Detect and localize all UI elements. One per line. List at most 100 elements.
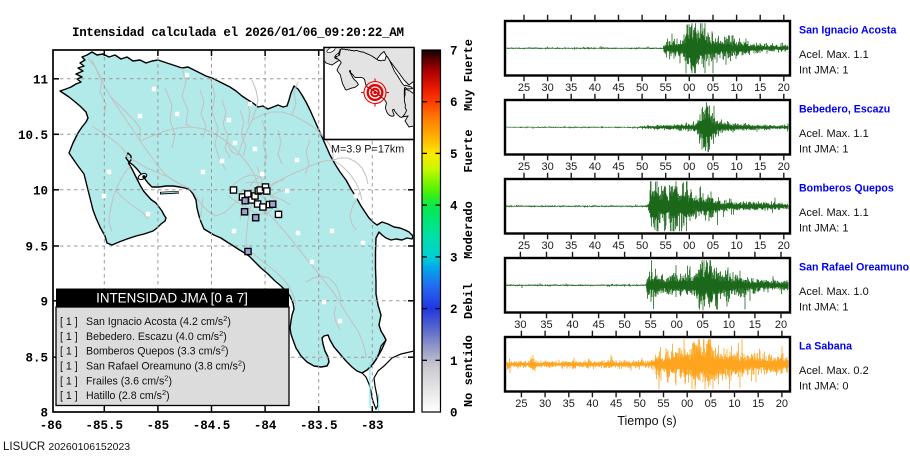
svg-text:5: 5 — [450, 148, 458, 162]
svg-text:San Rafael Oreamuno: San Rafael Oreamuno — [799, 262, 910, 274]
svg-text:55: 55 — [660, 82, 672, 94]
svg-text:No sentido: No sentido — [462, 335, 476, 407]
svg-text:-83: -83 — [361, 419, 384, 433]
svg-text:6: 6 — [450, 96, 458, 110]
svg-text:35: 35 — [563, 398, 575, 410]
svg-text:00: 00 — [671, 319, 683, 331]
svg-text:40: 40 — [586, 398, 598, 410]
svg-text:M=3.9 P=17km: M=3.9 P=17km — [331, 144, 404, 156]
svg-text:-84: -84 — [254, 419, 277, 433]
svg-text:35: 35 — [540, 319, 552, 331]
svg-text:[ 1 ]Bebedero. Escazu (4.0 cm/: [ 1 ] Bebedero. Escazu (4.0 cm/s2) — [60, 329, 227, 343]
svg-text:30: 30 — [539, 398, 551, 410]
svg-text:11: 11 — [33, 73, 48, 87]
svg-text:50: 50 — [636, 161, 648, 173]
svg-text:-85.5: -85.5 — [86, 419, 124, 433]
svg-text:55: 55 — [660, 161, 672, 173]
svg-text:25: 25 — [518, 161, 530, 173]
svg-text:50: 50 — [636, 240, 648, 252]
svg-text:45: 45 — [610, 398, 622, 410]
svg-text:05: 05 — [707, 82, 719, 94]
svg-text:40: 40 — [566, 319, 578, 331]
svg-text:Int JMA: 1: Int JMA: 1 — [799, 302, 849, 314]
svg-text:[ 1 ]San Ignacio Acosta (4.2 c: [ 1 ] San Ignacio Acosta (4.2 cm/s2) — [60, 314, 231, 328]
svg-text:35: 35 — [565, 82, 577, 94]
svg-text:20: 20 — [775, 319, 787, 331]
svg-text:10.5: 10.5 — [18, 129, 48, 143]
svg-text:45: 45 — [592, 319, 604, 331]
svg-text:San Ignacio Acosta: San Ignacio Acosta — [799, 25, 896, 37]
svg-text:8: 8 — [40, 407, 48, 421]
svg-text:INTENSIDAD JMA [0 a 7]: INTENSIDAD JMA [0 a 7] — [96, 291, 248, 306]
svg-text:15: 15 — [754, 161, 766, 173]
svg-text:Int JMA: 1: Int JMA: 1 — [799, 223, 849, 235]
svg-text:50: 50 — [636, 82, 648, 94]
svg-text:Acel. Max. 0.2: Acel. Max. 0.2 — [799, 365, 869, 377]
svg-text:15: 15 — [754, 82, 766, 94]
svg-text:Debil: Debil — [462, 283, 476, 319]
svg-text:Int JMA: 1: Int JMA: 1 — [799, 65, 849, 77]
svg-text:4: 4 — [450, 200, 458, 214]
svg-text:1: 1 — [450, 355, 458, 369]
svg-text:10: 10 — [730, 161, 742, 173]
svg-text:10: 10 — [730, 82, 742, 94]
svg-text:Acel. Max. 1.1: Acel. Max. 1.1 — [799, 128, 869, 140]
svg-text:8.5: 8.5 — [25, 352, 48, 366]
svg-text:9.5: 9.5 — [25, 241, 48, 255]
svg-text:-84.5: -84.5 — [193, 419, 231, 433]
svg-text:Fuerte: Fuerte — [462, 129, 476, 172]
svg-text:30: 30 — [541, 82, 553, 94]
svg-text:40: 40 — [589, 161, 601, 173]
svg-text:45: 45 — [612, 161, 624, 173]
svg-text:-83.5: -83.5 — [300, 419, 338, 433]
svg-text:25: 25 — [518, 240, 530, 252]
svg-text:15: 15 — [749, 319, 761, 331]
svg-text:7: 7 — [450, 45, 458, 59]
svg-text:Bomberos Quepos: Bomberos Quepos — [799, 183, 894, 195]
svg-text:05: 05 — [707, 161, 719, 173]
svg-text:00: 00 — [683, 161, 695, 173]
svg-text:40: 40 — [589, 82, 601, 94]
svg-text:15: 15 — [752, 398, 764, 410]
svg-text:55: 55 — [660, 240, 672, 252]
svg-text:10: 10 — [33, 184, 48, 198]
svg-text:Acel. Max. 1.1: Acel. Max. 1.1 — [799, 49, 869, 61]
svg-text:35: 35 — [565, 240, 577, 252]
svg-text:Int JMA: 1: Int JMA: 1 — [799, 144, 849, 156]
svg-text:3: 3 — [450, 251, 458, 265]
svg-text:[ 1 ]Frailes (3.6 cm/s2): [ 1 ] Frailes (3.6 cm/s2) — [60, 373, 172, 387]
svg-text:La Sabana: La Sabana — [799, 341, 852, 353]
svg-text:-86: -86 — [40, 419, 63, 433]
svg-text:25: 25 — [518, 82, 530, 94]
svg-text:30: 30 — [541, 161, 553, 173]
svg-text:10: 10 — [723, 319, 735, 331]
svg-text:Moderado: Moderado — [462, 201, 476, 259]
svg-text:10: 10 — [730, 240, 742, 252]
svg-text:00: 00 — [683, 82, 695, 94]
svg-text:30: 30 — [514, 319, 526, 331]
svg-text:20: 20 — [776, 398, 788, 410]
svg-text:50: 50 — [634, 398, 646, 410]
svg-text:Acel. Max. 1.0: Acel. Max. 1.0 — [799, 286, 869, 298]
svg-text:-85: -85 — [147, 419, 170, 433]
svg-text:55: 55 — [645, 319, 657, 331]
svg-text:50: 50 — [618, 319, 630, 331]
svg-text:55: 55 — [657, 398, 669, 410]
svg-text:10: 10 — [728, 398, 740, 410]
svg-text:LISUCR 20260106152023: LISUCR 20260106152023 — [3, 441, 130, 453]
svg-text:[ 1 ]Hatillo (2.8 cm/s2): [ 1 ] Hatillo (2.8 cm/s2) — [60, 388, 170, 402]
svg-text:2: 2 — [450, 303, 458, 317]
svg-text:45: 45 — [612, 82, 624, 94]
svg-text:05: 05 — [705, 398, 717, 410]
svg-text:45: 45 — [612, 240, 624, 252]
svg-text:00: 00 — [683, 240, 695, 252]
svg-text:Muy Fuerte: Muy Fuerte — [462, 39, 476, 111]
svg-text:30: 30 — [541, 240, 553, 252]
svg-text:Tiempo (s): Tiempo (s) — [617, 414, 676, 428]
svg-text:20: 20 — [778, 82, 790, 94]
svg-text:05: 05 — [707, 240, 719, 252]
svg-text:20: 20 — [778, 240, 790, 252]
svg-text:[ 1 ]San Rafael Oreamuno (3.8: [ 1 ] San Rafael Oreamuno (3.8 cm/s2) — [60, 359, 246, 373]
svg-text:15: 15 — [754, 240, 766, 252]
svg-text:20: 20 — [778, 161, 790, 173]
